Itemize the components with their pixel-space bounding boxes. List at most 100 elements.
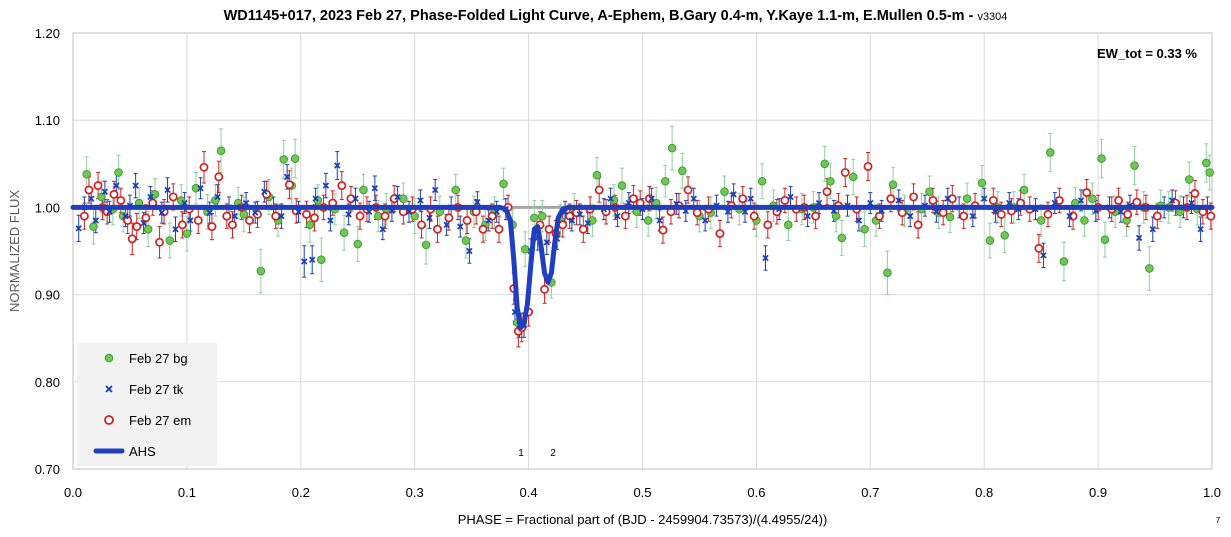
feb-27-tk-point xyxy=(867,199,874,207)
feb-27-tk-point xyxy=(762,254,769,262)
feb-27-bg-point xyxy=(925,187,934,197)
feb-27-bg-point xyxy=(1045,148,1055,157)
feb-27-tk-point xyxy=(371,185,379,192)
feb-27-bg-point xyxy=(499,179,508,189)
feb-27-em-point xyxy=(1190,188,1200,198)
x-tick-label: 0.9 xyxy=(1089,485,1107,500)
y-tick-label: 1.20 xyxy=(35,26,60,41)
feb-27-tk-point xyxy=(969,212,977,220)
feb-27-bg-point xyxy=(660,176,670,186)
feb-27-tk-point xyxy=(724,208,732,215)
model-line xyxy=(70,204,1215,331)
feb-27-em-point xyxy=(245,216,254,225)
feb-27-tk-point xyxy=(933,208,940,215)
plot-border xyxy=(72,32,1213,470)
feb-27-em-point xyxy=(1054,195,1064,205)
feb-27-bg-point xyxy=(114,168,123,177)
feb-27-em-point xyxy=(123,216,133,225)
feb-27-tk-point xyxy=(656,217,663,224)
feb-27-tk-point xyxy=(625,199,633,207)
ahs-model-curve xyxy=(70,204,1215,331)
feb-27-bg-point xyxy=(945,212,955,222)
feb-27-tk-point xyxy=(140,219,147,227)
feb-27-tk-point xyxy=(701,217,709,224)
axes: 0.0 0.1 0.2 0.3 0.4 0.5 0.6 0.7 0.8 0.9 1.0 0.70 0.8… xyxy=(7,26,1221,527)
feb-27-em-point xyxy=(840,168,850,177)
y-tick-label: 1.10 xyxy=(35,113,60,128)
feb-27-bg-point xyxy=(339,228,349,237)
feb-27-tk-point xyxy=(365,208,373,215)
x-tick-label: 0.7 xyxy=(861,485,879,500)
feb-27-tk-point xyxy=(607,195,614,202)
feb-27-tk-point xyxy=(1077,197,1085,204)
x-tick-label: 0.6 xyxy=(747,485,765,500)
feb-27-em-point xyxy=(380,211,390,221)
feb-27-tk-point xyxy=(1066,212,1073,220)
feb-27-bg-point xyxy=(211,196,220,205)
feb-27-tk-point xyxy=(106,208,113,215)
feb-27-tk-point xyxy=(278,212,285,220)
feb-27-tk-point xyxy=(855,217,863,224)
feb-27-bg-point xyxy=(1100,235,1110,244)
feb-27-bg-point xyxy=(1036,216,1046,225)
feb-27-tk-point xyxy=(576,211,584,218)
feb-27-tk-point xyxy=(1188,199,1195,207)
feb-27-bg-point xyxy=(826,176,835,186)
feb-27-tk-point xyxy=(327,217,334,224)
feb-27-tk-point xyxy=(345,211,352,218)
feb-27-tk-point xyxy=(197,185,204,192)
feb-27-tk-point xyxy=(283,173,291,181)
feb-27-em-point xyxy=(715,229,725,239)
feb-27-bg-point xyxy=(317,255,326,265)
feb-27-bg-point xyxy=(1088,194,1097,203)
feb-27-bg-point xyxy=(837,233,847,243)
feb-27-em-point xyxy=(578,224,588,234)
feb-27-em-point xyxy=(822,187,832,197)
corner-label: 7 xyxy=(1216,516,1221,525)
feb-27-bg-point xyxy=(757,176,767,186)
feb-27-tk-point xyxy=(92,217,99,224)
feb-27-em-point xyxy=(84,185,94,195)
feb-27-tk-point xyxy=(1040,252,1047,259)
feb-27-tk-point xyxy=(394,193,401,201)
feb-27-tk-point xyxy=(231,212,238,220)
feb-27-em-point xyxy=(79,211,89,221)
feb-27-em-point xyxy=(222,211,232,221)
feb-27-tk-point xyxy=(308,256,316,263)
feb-27-bg-point xyxy=(421,240,431,250)
feb-27-bg-point xyxy=(279,155,289,164)
feb-27-em-point xyxy=(1034,243,1044,253)
feb-27-em-point xyxy=(594,185,604,195)
feb-27-em-point xyxy=(228,220,237,230)
feb-27-em-point xyxy=(1132,197,1142,207)
feb-27-bg-point xyxy=(783,220,793,230)
feb-27-em-point xyxy=(155,237,165,247)
feb-27-bg-point xyxy=(399,194,408,203)
feb-27-em-point xyxy=(988,195,998,205)
feb-27-em-point xyxy=(540,284,549,294)
y-tick-label: 1.00 xyxy=(35,200,60,215)
feb-27-tk-point xyxy=(1117,208,1125,215)
feb-27-tk-point xyxy=(474,198,481,206)
feb-27-em-point xyxy=(417,220,426,230)
feb-27-em-point xyxy=(444,213,454,223)
feb-27-tk-point xyxy=(252,209,259,216)
feb-27-bg-point xyxy=(537,211,547,221)
feb-27-tk-point xyxy=(158,209,166,216)
legend-box xyxy=(77,343,217,466)
feb-27-tk-point xyxy=(147,193,154,201)
feb-27-bg-point xyxy=(1097,154,1106,163)
feb-27-tk-point xyxy=(1197,225,1204,233)
feb-27-em-point xyxy=(913,220,923,230)
x-tick-label: 0.5 xyxy=(633,485,651,500)
feb-27-bg-point xyxy=(305,220,315,230)
feb-27-tk-point xyxy=(457,223,464,230)
chart-title: WD1145+017, 2023 Feb 27, Phase-Folded Li… xyxy=(0,8,1231,24)
feb-27-em-point xyxy=(863,161,873,171)
feb-27-em-point xyxy=(938,208,948,218)
legend-marker-em xyxy=(104,415,114,425)
x-tick-label: 0.8 xyxy=(975,485,993,500)
feb-27-tk-point xyxy=(88,195,95,202)
feb-27-tk-point xyxy=(543,239,551,246)
feb-27-tk-point xyxy=(295,208,302,215)
